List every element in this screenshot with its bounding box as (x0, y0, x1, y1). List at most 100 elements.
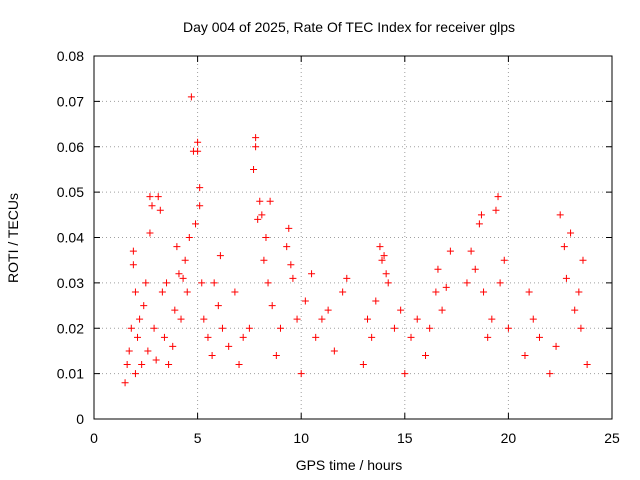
data-point (488, 315, 496, 323)
data-point (183, 288, 191, 296)
data-point (438, 306, 446, 314)
data-point (252, 134, 260, 142)
data-point (471, 265, 479, 273)
data-point (225, 342, 233, 350)
data-point (165, 361, 173, 369)
data-point (579, 256, 587, 264)
data-point (146, 193, 154, 201)
data-point (150, 324, 158, 332)
data-point (521, 351, 529, 359)
data-point (583, 361, 591, 369)
data-point (324, 306, 332, 314)
data-point (567, 229, 575, 237)
data-point (268, 302, 276, 310)
data-point (138, 361, 146, 369)
x-tick-label: 10 (293, 430, 309, 446)
data-point (571, 306, 579, 314)
y-tick-label: 0.03 (57, 275, 84, 291)
data-point (144, 347, 152, 355)
data-point (169, 342, 177, 350)
data-point (198, 279, 206, 287)
data-point (390, 324, 398, 332)
x-tick-label: 20 (501, 430, 517, 446)
data-point (494, 193, 502, 201)
data-point (463, 279, 471, 287)
data-point (125, 347, 133, 355)
data-point (127, 324, 135, 332)
y-tick-label: 0.01 (57, 366, 84, 382)
data-point (376, 243, 384, 251)
data-point (175, 270, 183, 278)
y-tick-label: 0.06 (57, 139, 84, 155)
data-point (196, 202, 204, 210)
data-point (187, 93, 195, 101)
data-point (372, 297, 380, 305)
data-point (480, 288, 488, 296)
x-tick-label: 5 (194, 430, 202, 446)
data-point (525, 288, 533, 296)
data-point (475, 220, 483, 228)
data-point (160, 333, 168, 341)
data-point (339, 288, 347, 296)
plot-frame (93, 55, 613, 420)
data-point (185, 234, 193, 241)
x-tick-label: 25 (604, 430, 620, 446)
data-point (422, 351, 430, 359)
data-point (262, 234, 270, 241)
data-point (442, 283, 450, 291)
data-point (359, 361, 367, 369)
data-point (283, 243, 291, 251)
x-tick-label: 15 (397, 430, 413, 446)
data-point (546, 370, 554, 378)
data-point (496, 279, 504, 287)
y-tick-label: 0.07 (57, 93, 84, 109)
data-point (123, 361, 131, 369)
data-point (434, 265, 442, 273)
data-point (156, 206, 164, 214)
x-tick-label: 0 (90, 430, 98, 446)
data-point (264, 279, 272, 287)
data-point (192, 220, 200, 228)
data-point (121, 379, 129, 387)
data-point (163, 279, 171, 287)
data-point (384, 279, 392, 287)
data-point (500, 256, 508, 264)
data-point (378, 256, 386, 264)
data-point (196, 184, 204, 192)
data-point (368, 333, 376, 341)
data-point (258, 211, 266, 219)
data-point (231, 288, 239, 296)
data-point (250, 165, 258, 173)
data-point (154, 193, 162, 201)
data-point (129, 247, 137, 255)
data-point (158, 288, 166, 296)
data-point (432, 288, 440, 296)
data-point (477, 211, 485, 219)
data-point (272, 351, 280, 359)
data-point (266, 197, 274, 205)
data-point (181, 256, 189, 264)
data-point (285, 224, 293, 232)
data-point (136, 315, 144, 323)
x-tick-labels: 0 5 10 15 20 25 (90, 430, 620, 446)
data-point (575, 288, 583, 296)
data-point (129, 261, 137, 269)
data-point (142, 279, 150, 287)
y-tick-label: 0.02 (57, 320, 84, 336)
data-point (214, 302, 222, 310)
data-point (330, 347, 338, 355)
data-point (560, 243, 568, 251)
data-point (312, 333, 320, 341)
x-axis-label: GPS time / hours (296, 457, 403, 473)
data-point (140, 302, 148, 310)
data-point (343, 274, 351, 282)
data-point (562, 274, 570, 282)
data-point (235, 361, 243, 369)
data-point (171, 306, 179, 314)
data-point (556, 211, 564, 219)
data-point (308, 270, 316, 278)
data-point (194, 147, 202, 155)
data-point (293, 315, 301, 323)
data-point (276, 324, 284, 332)
